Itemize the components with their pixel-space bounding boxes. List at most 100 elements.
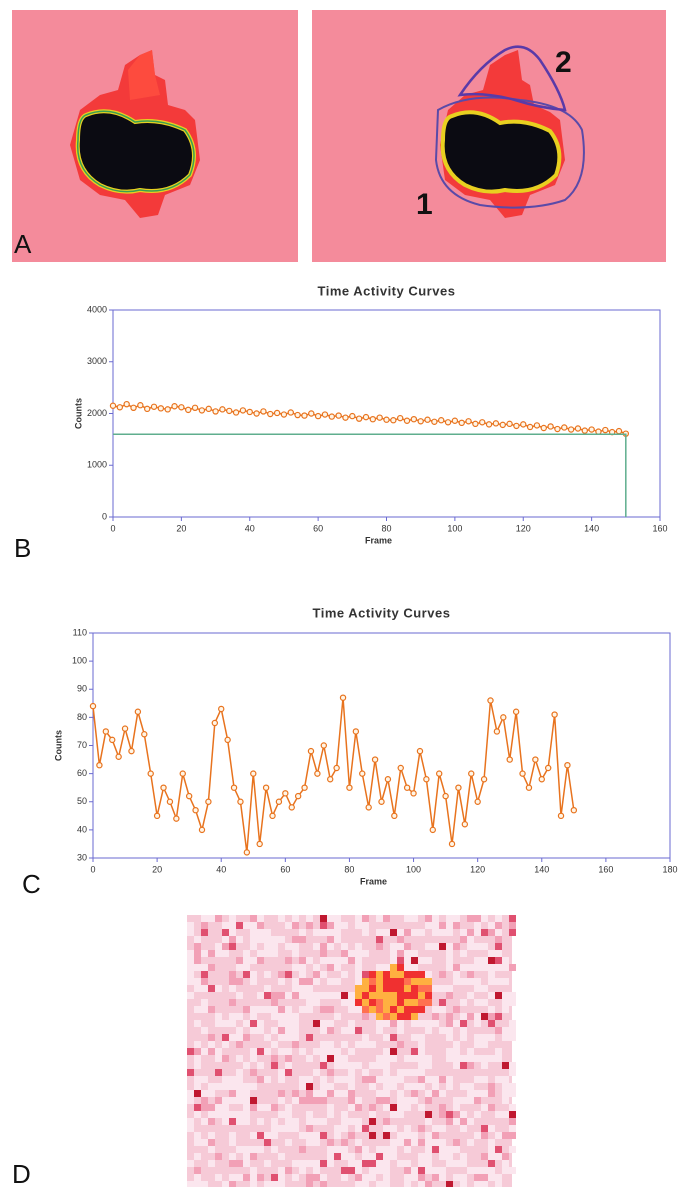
pixel	[278, 978, 285, 985]
pixel	[208, 1111, 215, 1118]
pixel	[369, 1104, 376, 1111]
pixel	[376, 1062, 383, 1069]
pixel	[194, 1041, 201, 1048]
pixel	[285, 1104, 292, 1111]
pixel	[376, 999, 383, 1006]
data-point	[547, 423, 554, 430]
pixel	[285, 1048, 292, 1055]
panel-a-left-image	[12, 10, 298, 262]
pixel	[250, 971, 257, 978]
data-point	[506, 756, 513, 763]
pixel	[194, 1132, 201, 1139]
pixel	[509, 1027, 516, 1034]
data-point	[480, 776, 488, 783]
pixel	[313, 1139, 320, 1146]
pixel	[215, 1055, 222, 1062]
x-tick-label: 120	[470, 864, 485, 874]
pixel	[502, 1034, 509, 1041]
y-tick-label: 110	[73, 627, 87, 637]
pixel	[453, 1020, 460, 1027]
pixel	[439, 1125, 446, 1132]
pixel	[453, 1160, 460, 1167]
pixel	[453, 943, 460, 950]
pixel	[418, 1160, 425, 1167]
pixel	[201, 1181, 208, 1187]
pixel	[481, 957, 488, 964]
pixel	[502, 1132, 509, 1139]
pixel	[313, 1132, 320, 1139]
pixel	[187, 1160, 194, 1167]
pixel	[215, 1048, 222, 1055]
pixel	[432, 1090, 439, 1097]
pixel	[215, 1069, 222, 1076]
pixel	[257, 1062, 264, 1069]
pixel	[194, 957, 201, 964]
pixel	[313, 1090, 320, 1097]
pixel	[222, 950, 229, 957]
pixel	[509, 1069, 516, 1076]
pixel	[432, 1132, 439, 1139]
data-point	[253, 410, 260, 417]
pixel	[362, 1006, 369, 1013]
pixel	[327, 1104, 334, 1111]
pixel	[383, 1146, 390, 1153]
pixel	[257, 929, 264, 936]
pixel	[502, 957, 509, 964]
pixel	[439, 1139, 446, 1146]
pixel	[348, 1097, 355, 1104]
pixel	[460, 1125, 467, 1132]
pixel	[418, 929, 425, 936]
pixel	[425, 1097, 432, 1104]
data-point	[267, 410, 274, 418]
pixel	[355, 985, 362, 992]
pixel	[376, 1097, 383, 1104]
data-point	[128, 747, 135, 755]
pixel	[369, 1167, 376, 1174]
pixel	[411, 985, 418, 992]
pixel	[243, 1153, 250, 1160]
pixel	[327, 1027, 334, 1034]
pixel	[201, 1090, 208, 1097]
pixel	[341, 1076, 348, 1083]
pixel	[299, 1083, 306, 1090]
pixel	[327, 929, 334, 936]
pixel	[383, 1097, 390, 1104]
pixel	[264, 1076, 271, 1083]
pixel	[285, 1069, 292, 1076]
pixel	[250, 936, 257, 943]
pixel	[397, 1111, 404, 1118]
pixel	[292, 992, 299, 999]
y-axis-label: Counts	[73, 398, 83, 429]
pixel	[271, 1181, 278, 1187]
pixel	[383, 978, 390, 985]
pixel	[236, 1041, 243, 1048]
pixel	[397, 992, 404, 999]
pixel	[285, 1062, 292, 1069]
pixel	[271, 1174, 278, 1181]
pixel	[509, 1125, 516, 1132]
pixel	[264, 1181, 271, 1187]
pixel	[495, 1048, 502, 1055]
pixel	[341, 1027, 348, 1034]
pixel	[341, 971, 348, 978]
data-point	[320, 742, 327, 749]
pixel	[425, 971, 432, 978]
pixel	[411, 1083, 418, 1090]
pixel	[495, 1013, 502, 1020]
pixel	[362, 999, 369, 1006]
pixel	[404, 978, 411, 985]
pixel	[509, 1118, 516, 1125]
pixel	[474, 1132, 481, 1139]
pixel	[243, 1006, 250, 1013]
pixel	[278, 992, 285, 999]
pixel	[362, 1125, 369, 1132]
pixel	[397, 1097, 404, 1104]
y-tick-label: 90	[77, 684, 87, 694]
pixel	[257, 957, 264, 964]
pixel	[488, 992, 495, 999]
pixel	[460, 999, 467, 1006]
pixel	[271, 936, 278, 943]
plot-frame	[92, 632, 671, 859]
pixel	[418, 1062, 425, 1069]
pixel	[355, 950, 362, 957]
